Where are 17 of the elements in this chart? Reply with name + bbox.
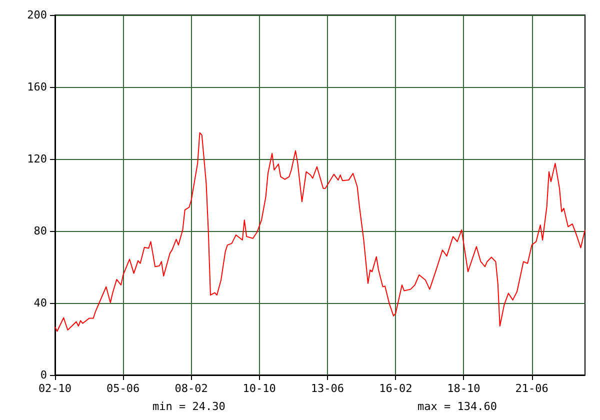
y-tick-label: 120 bbox=[27, 152, 47, 166]
x-tick-label: 16-02 bbox=[379, 382, 412, 395]
x-tick-label: 21-06 bbox=[515, 382, 548, 395]
x-tick-label: 10-10 bbox=[242, 382, 276, 395]
text: min = 24.30 bbox=[152, 400, 226, 413]
line-series bbox=[54, 132, 586, 332]
x-tick-label: 05-06 bbox=[106, 382, 140, 395]
x-tick-label: 02-10 bbox=[38, 382, 72, 395]
y-tick-label: 200 bbox=[27, 8, 47, 22]
y-tick-label: 80 bbox=[34, 224, 47, 238]
y-tick-label: 160 bbox=[27, 80, 47, 94]
x-tick-label: 13-06 bbox=[310, 382, 344, 395]
x-tick-label: 08-02 bbox=[174, 382, 208, 395]
y-tick-label: 40 bbox=[34, 296, 47, 310]
y-tick-label: 0 bbox=[40, 368, 47, 382]
text: max = 134.60 bbox=[418, 400, 497, 413]
x-tick-label: 18-10 bbox=[447, 382, 480, 395]
